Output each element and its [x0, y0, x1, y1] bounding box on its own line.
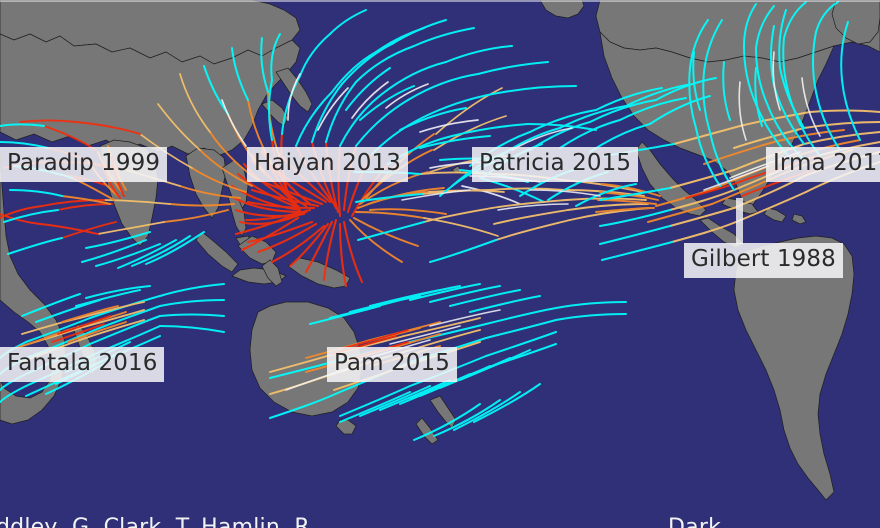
- storm-label-patricia-2015: Patricia 2015: [472, 147, 639, 182]
- landmass-indonesia-borneo: [237, 235, 277, 265]
- landmass-indonesia-sumatra: [195, 231, 239, 273]
- landmass-australia: [249, 301, 363, 417]
- track-group-south-pacific-weak: [269, 283, 627, 441]
- landmass-south-america: [733, 235, 855, 501]
- storm-label-haiyan-2013: Haiyan 2013: [247, 147, 409, 182]
- landmass-indonesia-newguinea: [287, 257, 351, 289]
- landmass-puerto-rico: [791, 213, 807, 225]
- land-masses: [0, 0, 880, 501]
- storm-label-pam-2015: Pam 2015: [327, 347, 457, 382]
- caption-left-clipped: ddley, G. Clark, T. Hamlin, R.: [0, 515, 317, 528]
- landmass-tasmania: [335, 419, 357, 435]
- top-divider-rule: [0, 0, 880, 2]
- storm-label-paradip-1999: Paradip 1999: [0, 147, 168, 182]
- gilbert-leader-line: [736, 198, 743, 244]
- landmass-newzealand: [429, 395, 457, 429]
- storm-label-irma-2017: Irma 2017: [766, 147, 880, 182]
- track-group-south-indian-extreme: [51, 315, 111, 343]
- landmass-sulawesi: [261, 259, 283, 287]
- storm-label-fantala-2016: Fantala 2016: [0, 347, 165, 382]
- caption-right-clipped: Dark: [668, 515, 722, 528]
- storm-label-gilbert-1988: Gilbert 1988: [684, 243, 843, 278]
